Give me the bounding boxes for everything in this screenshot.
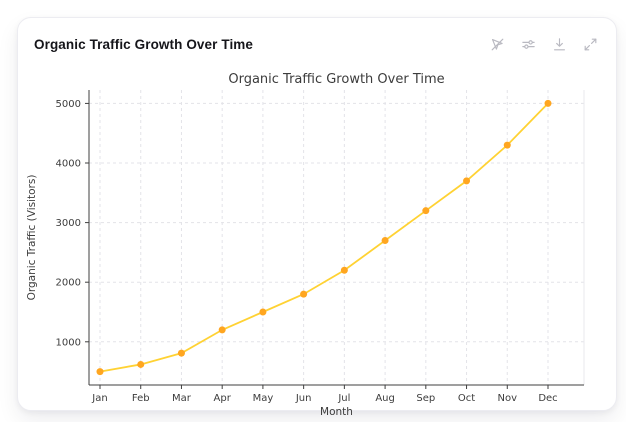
chart-card: Organic Traffic Growth Over Time <box>17 17 617 418</box>
chart-toolbar <box>489 36 599 53</box>
svg-text:May: May <box>253 393 274 404</box>
filter-sliders-button[interactable] <box>520 36 537 53</box>
pointer-off-button[interactable] <box>489 36 506 53</box>
svg-text:5000: 5000 <box>56 99 81 110</box>
download-button[interactable] <box>551 36 568 53</box>
svg-text:Sep: Sep <box>416 393 435 404</box>
expand-button[interactable] <box>582 36 599 53</box>
svg-text:Organic Traffic Growth Over Ti: Organic Traffic Growth Over Time <box>228 72 444 87</box>
expand-icon <box>584 38 597 50</box>
filter-sliders-icon <box>522 39 535 49</box>
svg-text:Mar: Mar <box>172 393 192 404</box>
svg-text:Apr: Apr <box>214 393 232 404</box>
svg-text:1000: 1000 <box>56 337 81 348</box>
svg-text:3000: 3000 <box>56 218 81 229</box>
line-chart: 1000 2000 3000 4000 5000 Jan Feb Mar Apr May Jun Ju… <box>26 72 585 418</box>
svg-text:Organic Traffic (Visitors): Organic Traffic (Visitors) <box>26 175 38 301</box>
card-header: Organic Traffic Growth Over Time <box>18 18 616 55</box>
svg-text:Feb: Feb <box>132 393 150 404</box>
svg-text:Aug: Aug <box>375 393 395 404</box>
svg-text:Jun: Jun <box>295 393 312 404</box>
download-icon <box>553 37 566 50</box>
svg-text:Jul: Jul <box>337 393 350 404</box>
chart-area: 1000 2000 3000 4000 5000 Jan Feb Mar Apr May Jun Ju… <box>25 67 616 420</box>
svg-text:Oct: Oct <box>458 393 475 404</box>
svg-text:Jan: Jan <box>91 393 107 404</box>
card-title: Organic Traffic Growth Over Time <box>34 36 254 52</box>
svg-text:Month: Month <box>320 406 353 415</box>
svg-text:Dec: Dec <box>538 393 557 404</box>
svg-text:2000: 2000 <box>56 278 81 289</box>
svg-text:4000: 4000 <box>56 159 81 170</box>
pointer-off-icon <box>491 38 504 50</box>
svg-text:Nov: Nov <box>498 393 518 404</box>
